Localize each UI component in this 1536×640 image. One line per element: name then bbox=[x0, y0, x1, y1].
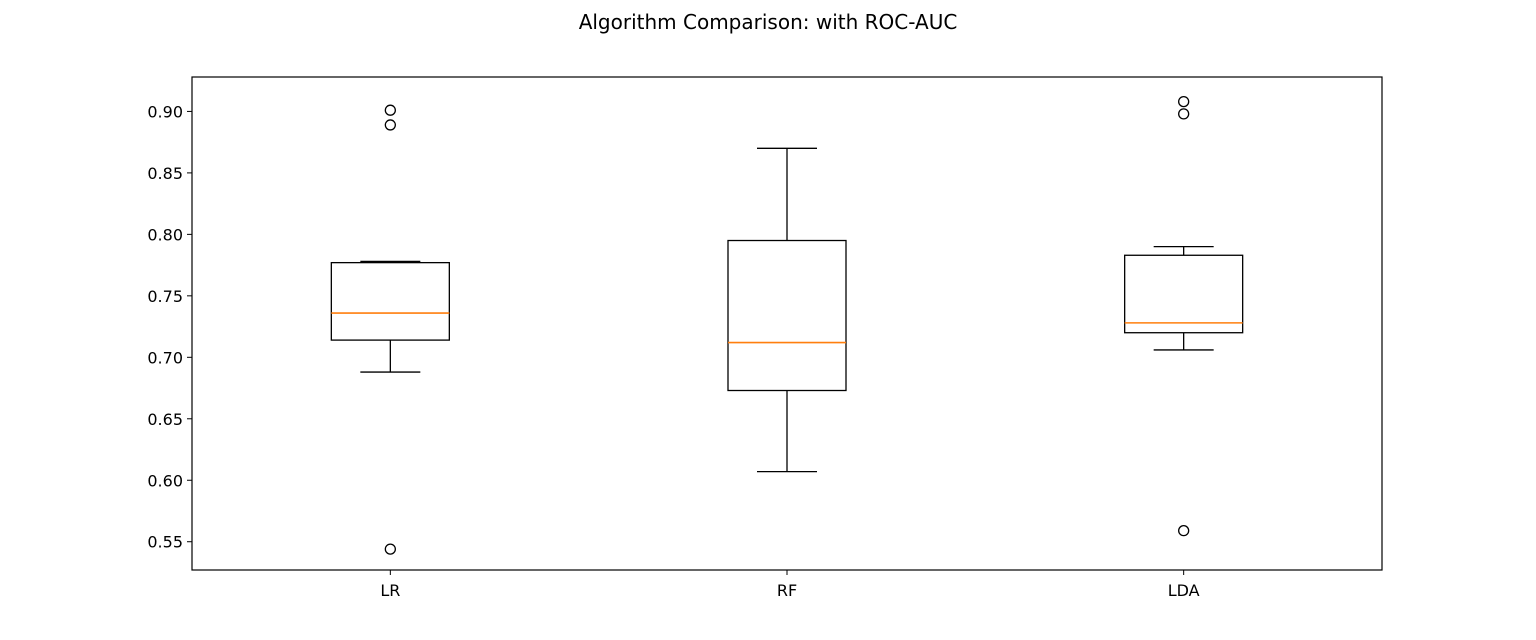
y-tick-label: 0.85 bbox=[147, 164, 183, 183]
box-iqr bbox=[1124, 254, 1244, 334]
outlier-point bbox=[384, 104, 396, 116]
x-tick-label: LR bbox=[380, 581, 400, 600]
box-group-rf bbox=[727, 147, 847, 473]
box-iqr bbox=[330, 261, 450, 341]
y-tick-label: 0.80 bbox=[147, 225, 183, 244]
y-tick-label: 0.70 bbox=[147, 348, 183, 367]
box-group-lda bbox=[1124, 95, 1244, 537]
x-tick-label: LDA bbox=[1168, 581, 1200, 600]
y-tick-label: 0.60 bbox=[147, 471, 183, 490]
x-axis: LR RF LDA bbox=[380, 570, 1200, 600]
outlier-point bbox=[1178, 95, 1190, 108]
plot-marks bbox=[330, 95, 1244, 555]
box-iqr bbox=[727, 239, 847, 392]
x-tick-label: RF bbox=[777, 581, 797, 600]
outlier-point bbox=[384, 543, 396, 555]
outlier-point bbox=[1178, 108, 1190, 120]
y-tick-label: 0.65 bbox=[147, 410, 183, 429]
y-axis: 0.55 0.60 0.65 0.70 0.75 0.80 0.85 0.90 bbox=[147, 102, 192, 552]
box-group-lr bbox=[330, 104, 450, 555]
y-tick-label: 0.75 bbox=[147, 287, 183, 306]
outlier-point bbox=[1178, 525, 1190, 537]
y-tick-label: 0.55 bbox=[147, 533, 183, 552]
y-tick-label: 0.90 bbox=[147, 102, 183, 121]
chart-title: Algorithm Comparison: with ROC-AUC bbox=[578, 10, 958, 34]
outlier-point bbox=[384, 119, 396, 131]
